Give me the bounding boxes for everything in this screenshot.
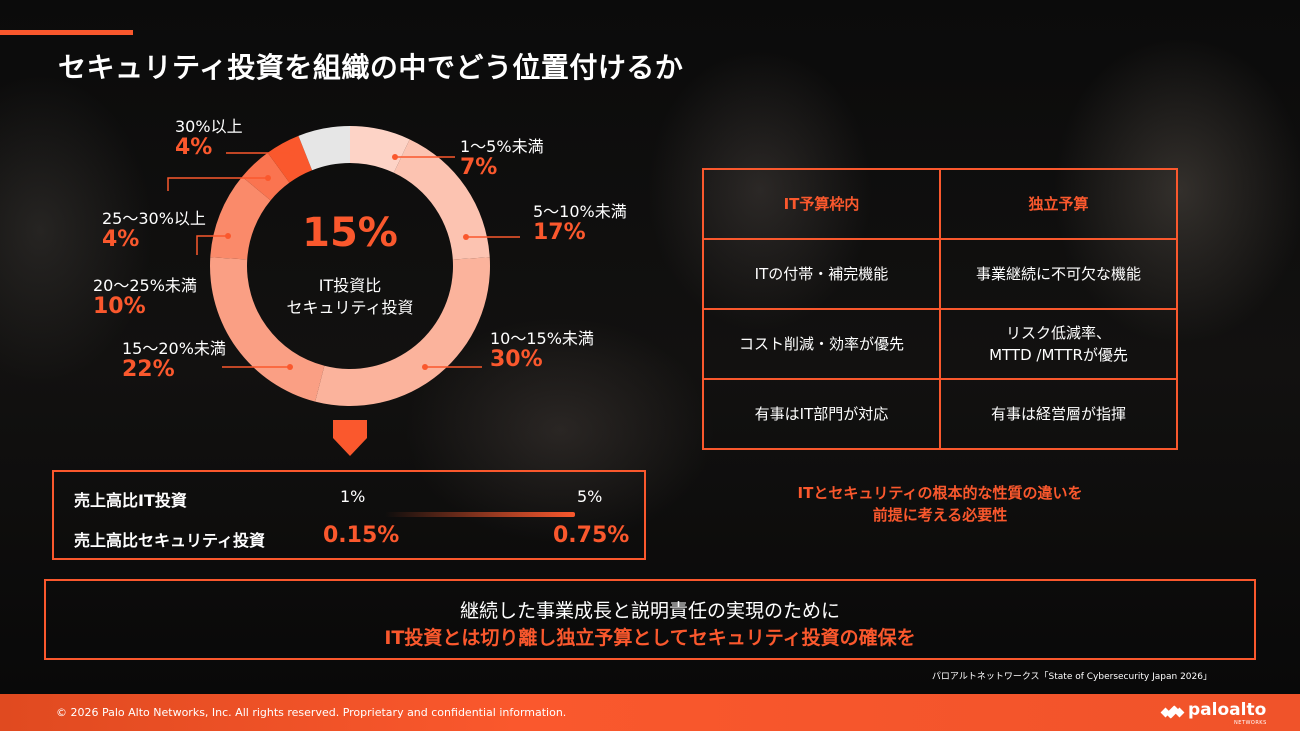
message-line1: 継続した事業成長と説明責任の実現のために bbox=[459, 600, 840, 622]
ratio-row2-high: 0.75% bbox=[553, 523, 630, 548]
comparison-header-independent: 独立予算 bbox=[938, 168, 1179, 240]
ratio-row1-high: 5% bbox=[577, 487, 603, 506]
ratio-gradient-bar bbox=[385, 512, 575, 517]
message-box: 継続した事業成長と説明責任の実現のために IT投資とは切り離し独立予算としてセキ… bbox=[44, 579, 1256, 660]
slice-label-2: 10〜15%未満 bbox=[490, 329, 594, 348]
leader-dot-4 bbox=[225, 233, 231, 239]
table-row: 有事はIT部門が対応 有事は経営層が指揮 bbox=[702, 378, 1179, 450]
footer: © 2026 Palo Alto Networks, Inc. All righ… bbox=[0, 694, 1300, 731]
slice-label-4: 20〜25%未満 bbox=[93, 276, 197, 295]
comparison-note: ITとセキュリティの根本的な性質の違いを 前提に考える必要性 bbox=[702, 482, 1178, 526]
leader-lines bbox=[167, 150, 520, 370]
leader-dot-2 bbox=[422, 364, 428, 370]
comparison-cell-r1-c1: ITの付帯・補完機能 bbox=[702, 238, 941, 310]
comparison-header-row: IT予算枠内 独立予算 bbox=[702, 168, 1179, 240]
slice-label-1: 5〜10%未満 bbox=[533, 202, 627, 221]
comparison-cell-r3-c1: 有事はIT部門が対応 bbox=[702, 378, 941, 450]
slice-value-5: 4% bbox=[102, 227, 140, 252]
logo-text: paloalto bbox=[1188, 700, 1267, 720]
slice-value-0: 7% bbox=[460, 155, 498, 180]
donut-slice-4 bbox=[210, 176, 271, 260]
comparison-header-it: IT予算枠内 bbox=[702, 168, 941, 240]
leader-dot-6 bbox=[289, 150, 295, 156]
donut-slice-0 bbox=[350, 126, 410, 173]
donut-center-value: 15% bbox=[302, 210, 398, 256]
comparison-cell-r2-c1: コスト削減・効率が優先 bbox=[702, 308, 941, 380]
donut-slice-7 bbox=[298, 126, 350, 171]
message-line2: IT投資とは切り離し独立予算としてセキュリティ投資の確保を bbox=[384, 627, 916, 649]
slice-value-4: 10% bbox=[93, 294, 146, 319]
source-note: パロアルトネットワークス「State of Cybersecurity Japa… bbox=[931, 672, 1212, 682]
paloalto-logo: paloalto NETWORKS bbox=[1160, 699, 1276, 727]
slice-label-6: 30%以上 bbox=[175, 117, 243, 136]
table-row: コスト削減・効率が優先 リスク低減率、 MTTD /MTTRが優先 bbox=[702, 308, 1179, 380]
page-title: セキュリティ投資を組織の中でどう位置付けるか bbox=[58, 51, 684, 84]
donut-slice-2 bbox=[315, 257, 490, 406]
ratio-row1-label: 売上高比IT投資 bbox=[74, 491, 187, 510]
comparison-note-line1: ITとセキュリティの根本的な性質の違いを bbox=[797, 484, 1083, 502]
donut-center-line2: セキュリティ投資 bbox=[286, 298, 414, 317]
comparison-cell-r2-c2: リスク低減率、 MTTD /MTTRが優先 bbox=[938, 308, 1179, 380]
slice-value-3: 22% bbox=[122, 357, 175, 382]
donut-center-line1: IT投資比 bbox=[318, 276, 382, 295]
leader-dot-3 bbox=[287, 364, 293, 370]
down-arrow-icon bbox=[333, 420, 367, 456]
slice-value-6: 4% bbox=[175, 135, 213, 160]
leader-slice-5 bbox=[167, 177, 268, 191]
comparison-cell-r3-c2: 有事は経営層が指揮 bbox=[938, 378, 1179, 450]
copyright-text: © 2026 Palo Alto Networks, Inc. All righ… bbox=[56, 706, 567, 719]
ratio-row2-label: 売上高比セキュリティ投資 bbox=[74, 531, 266, 550]
donut-slice-1 bbox=[393, 139, 490, 260]
leader-dot-1 bbox=[463, 234, 469, 240]
slice-label-5: 25〜30%以上 bbox=[102, 209, 206, 228]
ratio-box bbox=[52, 470, 646, 560]
ratio-row1-low: 1% bbox=[340, 487, 366, 506]
accent-bar bbox=[0, 30, 133, 35]
ratio-row2-low: 0.15% bbox=[323, 523, 400, 548]
slice-value-2: 30% bbox=[490, 347, 543, 372]
leader-dot-0 bbox=[392, 154, 398, 160]
slice-label-0: 1〜5%未満 bbox=[460, 137, 544, 156]
logo-subtext: NETWORKS bbox=[1234, 720, 1267, 726]
donut-chart bbox=[210, 126, 490, 406]
leader-slice-4 bbox=[196, 235, 228, 255]
leader-dot-5 bbox=[265, 175, 271, 181]
table-row: ITの付帯・補完機能 事業継続に不可欠な機能 bbox=[702, 238, 1179, 310]
slice-label-3: 15〜20%未満 bbox=[122, 339, 226, 358]
donut-slice-6 bbox=[267, 135, 313, 183]
comparison-table: IT予算枠内 独立予算 ITの付帯・補完機能 事業継続に不可欠な機能 コスト削減… bbox=[702, 168, 1179, 450]
slice-value-1: 17% bbox=[533, 220, 586, 245]
comparison-note-line2: 前提に考える必要性 bbox=[872, 506, 1008, 524]
paloalto-logo-icon bbox=[1160, 705, 1185, 719]
comparison-cell-r1-c2: 事業継続に不可欠な機能 bbox=[938, 238, 1179, 310]
donut-slice-3 bbox=[210, 257, 325, 402]
